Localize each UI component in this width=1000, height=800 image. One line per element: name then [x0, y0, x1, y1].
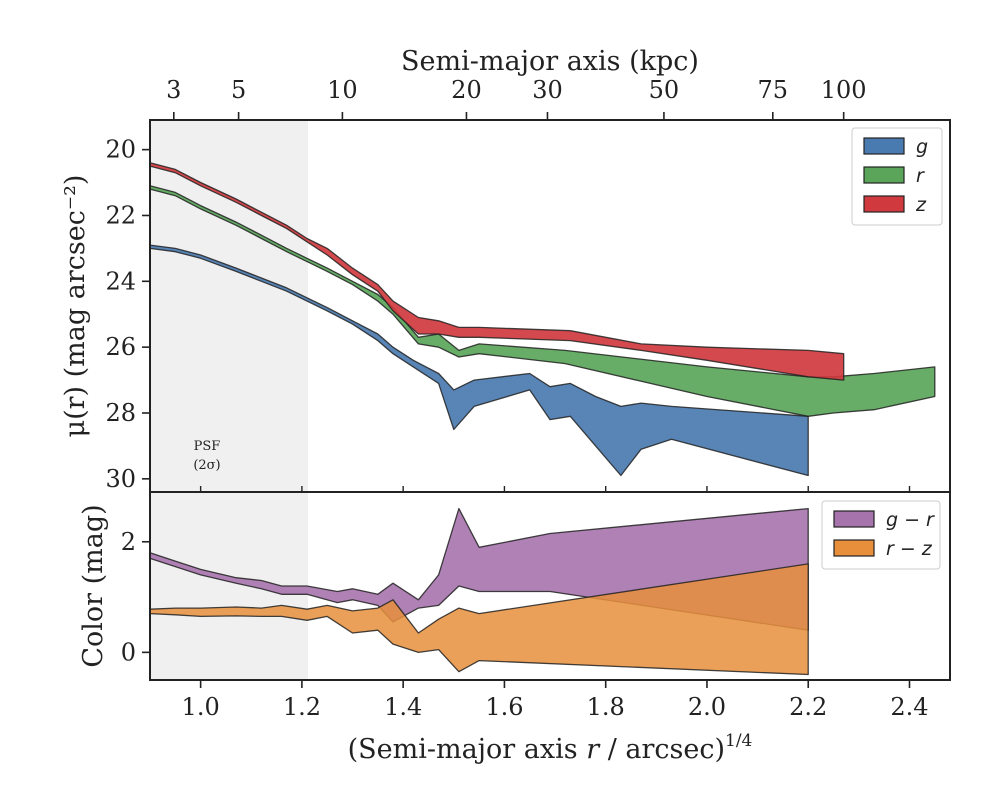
- profile-y-ticks: 20 22 24 26 28 30: [105, 136, 150, 493]
- legend-label-g-r: g − r: [886, 509, 935, 531]
- top-tick-label: 20: [451, 76, 482, 104]
- top-tick-label: 50: [649, 76, 680, 104]
- x-tick-label: 1.6: [485, 693, 523, 721]
- x-tick-label: 2.2: [789, 693, 827, 721]
- color-axes-frame: [149, 491, 951, 681]
- top-tick-label: 5: [231, 76, 246, 104]
- series-band-r-z: [149, 563, 809, 676]
- series-band-r: [149, 185, 936, 417]
- y-tick-label: 28: [105, 399, 136, 427]
- legend-label-z: z: [915, 194, 927, 216]
- psf-sigma-label: (2σ): [193, 458, 220, 473]
- x-tick-label: 1.4: [384, 693, 422, 721]
- color-y-tick-label: 2: [121, 528, 136, 556]
- color-series-layer: [149, 507, 809, 676]
- x-axis-title-text: (Semi-major axis: [348, 734, 587, 765]
- profile-panel: 20 22 24 26 28 30 3 5 10 20 30 50 75 100 Semi-major …: [60, 46, 951, 493]
- top-tick-label: 3: [166, 76, 181, 104]
- series-band-z: [149, 162, 845, 381]
- color-y-tick-label: 0: [121, 638, 136, 666]
- legend-label-g: g: [916, 136, 928, 158]
- y-tick-label: 24: [105, 267, 136, 295]
- y-tick-label: 20: [105, 136, 136, 164]
- legend-swatch-g: [863, 137, 905, 155]
- x-axis-title-unit: / arcsec): [599, 734, 725, 765]
- color-legend: g − r r − z: [821, 500, 941, 570]
- legend-swatch-z: [863, 195, 905, 213]
- top-axis-title: Semi-major axis (kpc): [401, 46, 699, 77]
- legend-swatch-r: [863, 166, 905, 184]
- legend-label-r: r: [916, 165, 925, 187]
- top-tick-label: 30: [532, 76, 563, 104]
- psf-label: PSF: [194, 439, 221, 454]
- profile-legend: grz: [851, 127, 943, 226]
- legend-swatch-r-z: [833, 539, 875, 557]
- legend-label-r-z: r − z: [886, 538, 933, 560]
- y-tick-label: 22: [105, 201, 136, 229]
- y-tick-label: 26: [105, 333, 136, 361]
- legend-swatch-g-r: [833, 510, 875, 528]
- top-tick-label: 100: [821, 76, 867, 104]
- color-x-ticks: 1.0 1.2 1.4 1.6 1.8 2.0 2.2 2.4: [182, 680, 929, 721]
- profile-top-ticks: 3 5 10 20 30 50 75 100: [166, 76, 867, 120]
- x-tick-label: 2.0: [688, 693, 726, 721]
- color-y-ticks: 02: [121, 528, 150, 666]
- x-tick-label: 1.0: [182, 693, 220, 721]
- y-tick-label: 30: [105, 465, 136, 493]
- x-tick-label: 2.4: [890, 693, 928, 721]
- x-axis-title: (Semi-major axis r / arcsec)1/4: [348, 731, 753, 765]
- x-axis-title-var: r: [586, 734, 601, 765]
- color-y-axis-title: Color (mag): [78, 504, 109, 667]
- top-tick-label: 10: [327, 76, 358, 104]
- top-tick-label: 75: [758, 76, 789, 104]
- x-tick-label: 1.2: [283, 693, 321, 721]
- series-band-g: [149, 244, 809, 477]
- profile-y-axis-title: μ(r) (mag arcsec⁻²): [60, 175, 91, 438]
- psf-shade: [150, 120, 307, 492]
- x-tick-label: 1.8: [587, 693, 625, 721]
- profile-series-layer: [149, 162, 936, 477]
- x-axis-title-power: 1/4: [725, 731, 752, 751]
- color-panel: 02 1.0 1.2 1.4 1.6 1.8 2.0 2.2 2.4 Color (mag) …: [78, 491, 951, 765]
